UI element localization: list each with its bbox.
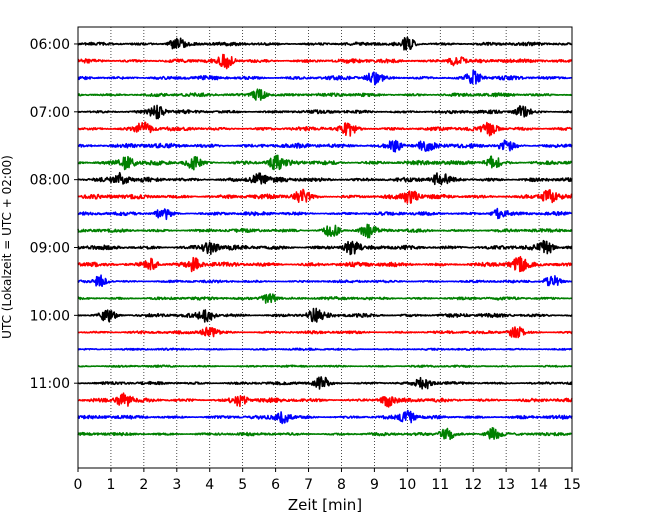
trace-1045 [77,364,573,369]
trace-1130 [77,409,573,425]
trace-0730 [77,139,573,153]
x-tick-label: 4 [205,477,214,493]
trace-0815 [77,188,573,204]
x-axis-label: Zeit [min] [288,496,362,514]
x-tick-label: 15 [563,477,581,493]
y-tick-label: 08:00 [30,173,70,189]
y-tick-label: 06:00 [30,37,70,53]
seismic-traces [77,36,573,441]
trace-1115 [77,392,573,408]
trace-1100 [77,376,573,390]
x-tick-label: 14 [530,477,548,493]
x-tick-label: 0 [74,477,83,493]
x-tick-label: 10 [398,477,416,493]
trace-1030 [77,347,573,352]
trace-0600 [77,36,573,51]
trace-0830 [77,207,573,221]
x-tick-label: 6 [271,477,280,493]
x-tick-label: 5 [238,477,247,493]
x-tick-label: 11 [431,477,449,493]
x-tick-label: 3 [172,477,181,493]
trace-0845 [77,223,573,239]
y-tick-label: 07:00 [30,105,70,121]
y-tick-label: 10:00 [30,308,70,324]
x-tick-label: 8 [337,477,346,493]
trace-0800 [77,171,573,186]
x-tick-label: 7 [304,477,313,493]
x-tick-label: 12 [464,477,482,493]
x-tick-label: 2 [139,477,148,493]
trace-0700 [77,104,573,120]
x-tick-label: 9 [370,477,379,493]
trace-0745 [77,154,573,171]
trace-1000 [77,307,573,323]
trace-0915 [77,255,573,273]
y-axis-ticks: 06:00 07:00 08:00 09:00 10:00 11:00 [30,37,78,392]
trace-0945 [77,293,573,304]
y-tick-label: 09:00 [30,241,70,257]
trace-0645 [77,88,573,101]
x-axis-ticks: 0 1 2 3 4 5 6 7 8 9 10 11 12 13 14 15 [74,468,581,493]
x-tick-label: 1 [106,477,115,493]
trace-0930 [77,274,573,287]
trace-0900 [77,239,573,256]
trace-0715 [77,121,573,137]
y-tick-label: 11:00 [30,376,70,392]
trace-1015 [77,326,573,339]
y-axis-label: UTC (Lokalzeit = UTC + 02:00) [0,155,14,339]
trace-1145 [77,427,573,441]
trace-0615 [77,53,573,70]
trace-0630 [77,69,573,86]
x-tick-label: 13 [497,477,515,493]
